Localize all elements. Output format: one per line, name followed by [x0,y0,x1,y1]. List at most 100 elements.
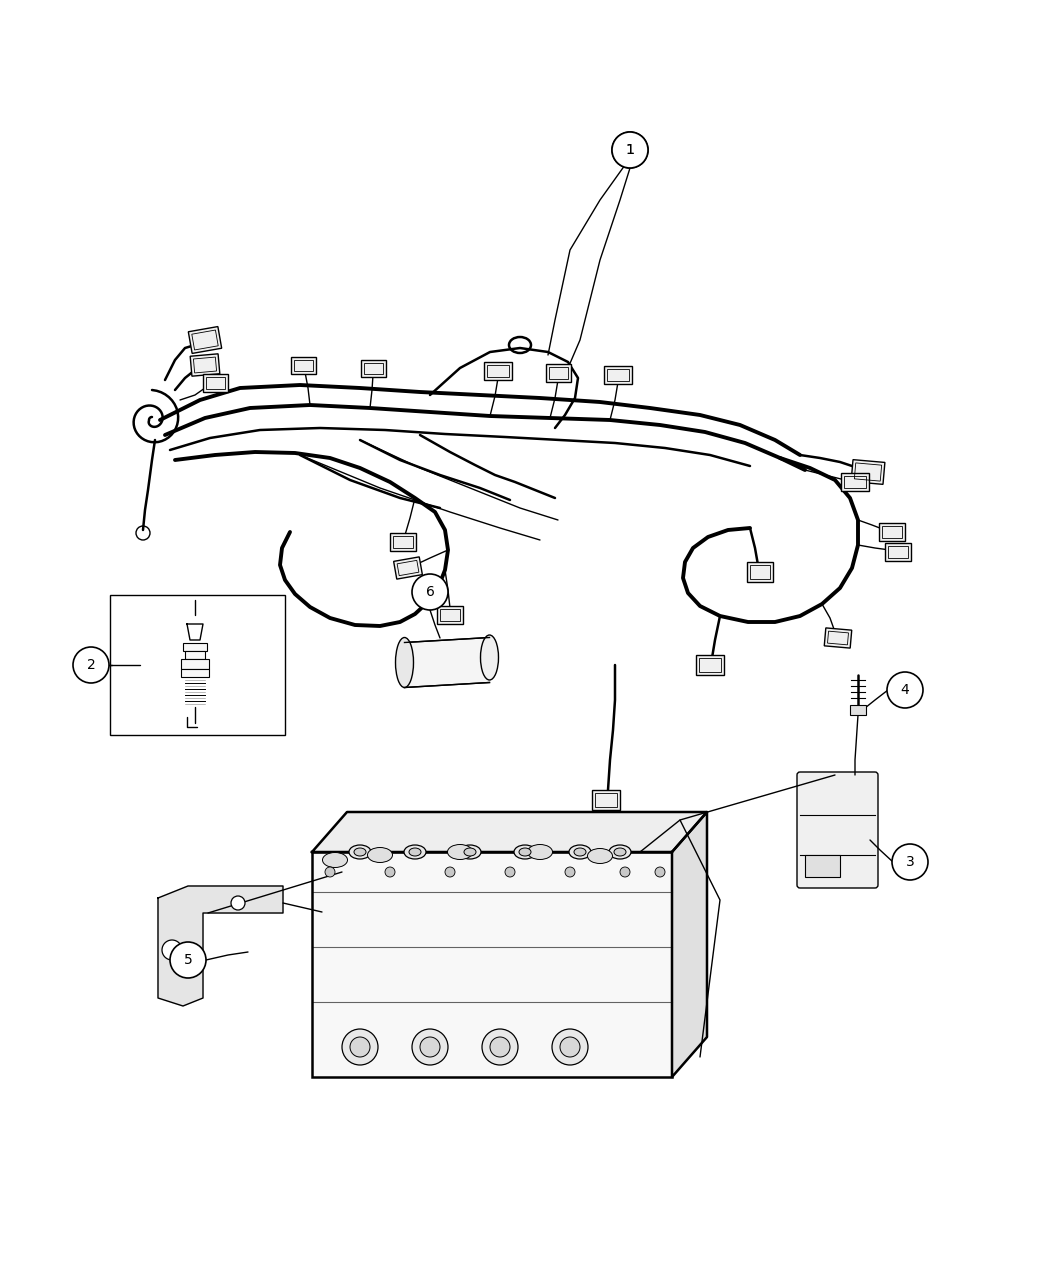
Bar [188,326,222,353]
Bar [110,595,285,734]
Bar [185,652,205,659]
Circle shape [74,646,109,683]
Circle shape [565,867,575,877]
Circle shape [385,867,395,877]
Circle shape [412,574,448,609]
Bar [888,546,908,558]
Polygon shape [312,812,707,852]
Polygon shape [187,623,203,640]
Ellipse shape [322,853,348,867]
Bar [390,533,416,551]
Circle shape [892,844,928,880]
Polygon shape [158,886,284,1006]
Bar [397,560,419,575]
Ellipse shape [609,845,631,859]
Text: 1: 1 [626,143,634,157]
Circle shape [620,867,630,877]
Ellipse shape [459,845,481,859]
Bar [844,476,866,488]
Bar [604,366,632,384]
Text: 1: 1 [626,143,634,157]
Circle shape [560,1037,580,1057]
Circle shape [612,133,648,168]
Ellipse shape [614,848,626,856]
Ellipse shape [588,848,612,863]
Polygon shape [672,812,707,1077]
Ellipse shape [519,848,531,856]
Bar [841,473,869,491]
Bar [487,365,509,377]
Bar [363,362,382,374]
Circle shape [655,867,665,877]
Circle shape [350,1037,370,1057]
Bar [548,367,567,379]
Ellipse shape [410,848,421,856]
Bar [852,460,885,484]
FancyBboxPatch shape [797,771,878,887]
Circle shape [162,940,182,960]
Bar [855,463,882,481]
Bar [805,856,840,877]
Bar [360,360,385,376]
Circle shape [490,1037,510,1057]
Circle shape [326,867,335,877]
Ellipse shape [447,844,473,859]
Bar [192,330,218,349]
Text: 3: 3 [905,856,915,870]
Bar [850,705,866,715]
Bar [747,562,773,581]
Circle shape [612,133,648,168]
Ellipse shape [464,848,476,856]
Circle shape [482,1029,518,1065]
Circle shape [342,1029,378,1065]
Bar [882,527,902,538]
Bar [181,669,209,677]
Ellipse shape [569,845,591,859]
Circle shape [887,672,923,708]
Circle shape [231,896,245,910]
Bar [699,658,721,672]
Bar [437,606,463,623]
Ellipse shape [349,845,371,859]
Bar [592,790,620,810]
Ellipse shape [527,844,552,859]
Ellipse shape [481,635,499,680]
Bar [183,643,207,652]
Bar [607,368,629,381]
Bar [885,543,911,561]
Bar [203,374,228,391]
Text: 2: 2 [86,658,96,672]
Bar [824,627,852,648]
Ellipse shape [396,638,414,687]
Bar [440,609,460,621]
Bar [696,655,724,674]
Bar [595,793,617,807]
Ellipse shape [404,845,426,859]
Circle shape [552,1029,588,1065]
Bar [206,377,225,389]
Circle shape [445,867,455,877]
Bar [827,631,848,645]
Circle shape [505,867,514,877]
Text: 5: 5 [184,952,192,966]
Bar [193,357,216,372]
Text: 6: 6 [425,585,435,599]
Ellipse shape [354,848,366,856]
Bar [879,523,905,541]
Circle shape [420,1037,440,1057]
Bar [312,852,672,1077]
Bar [181,659,209,669]
Bar [484,362,512,380]
Bar [546,363,570,382]
Ellipse shape [574,848,586,856]
Circle shape [170,942,206,978]
Bar [291,357,315,374]
Bar [750,565,770,579]
Bar [393,536,413,548]
Polygon shape [404,638,489,687]
Ellipse shape [514,845,536,859]
Bar [394,557,422,579]
Bar [190,354,219,376]
Ellipse shape [368,848,393,862]
Circle shape [412,1029,448,1065]
